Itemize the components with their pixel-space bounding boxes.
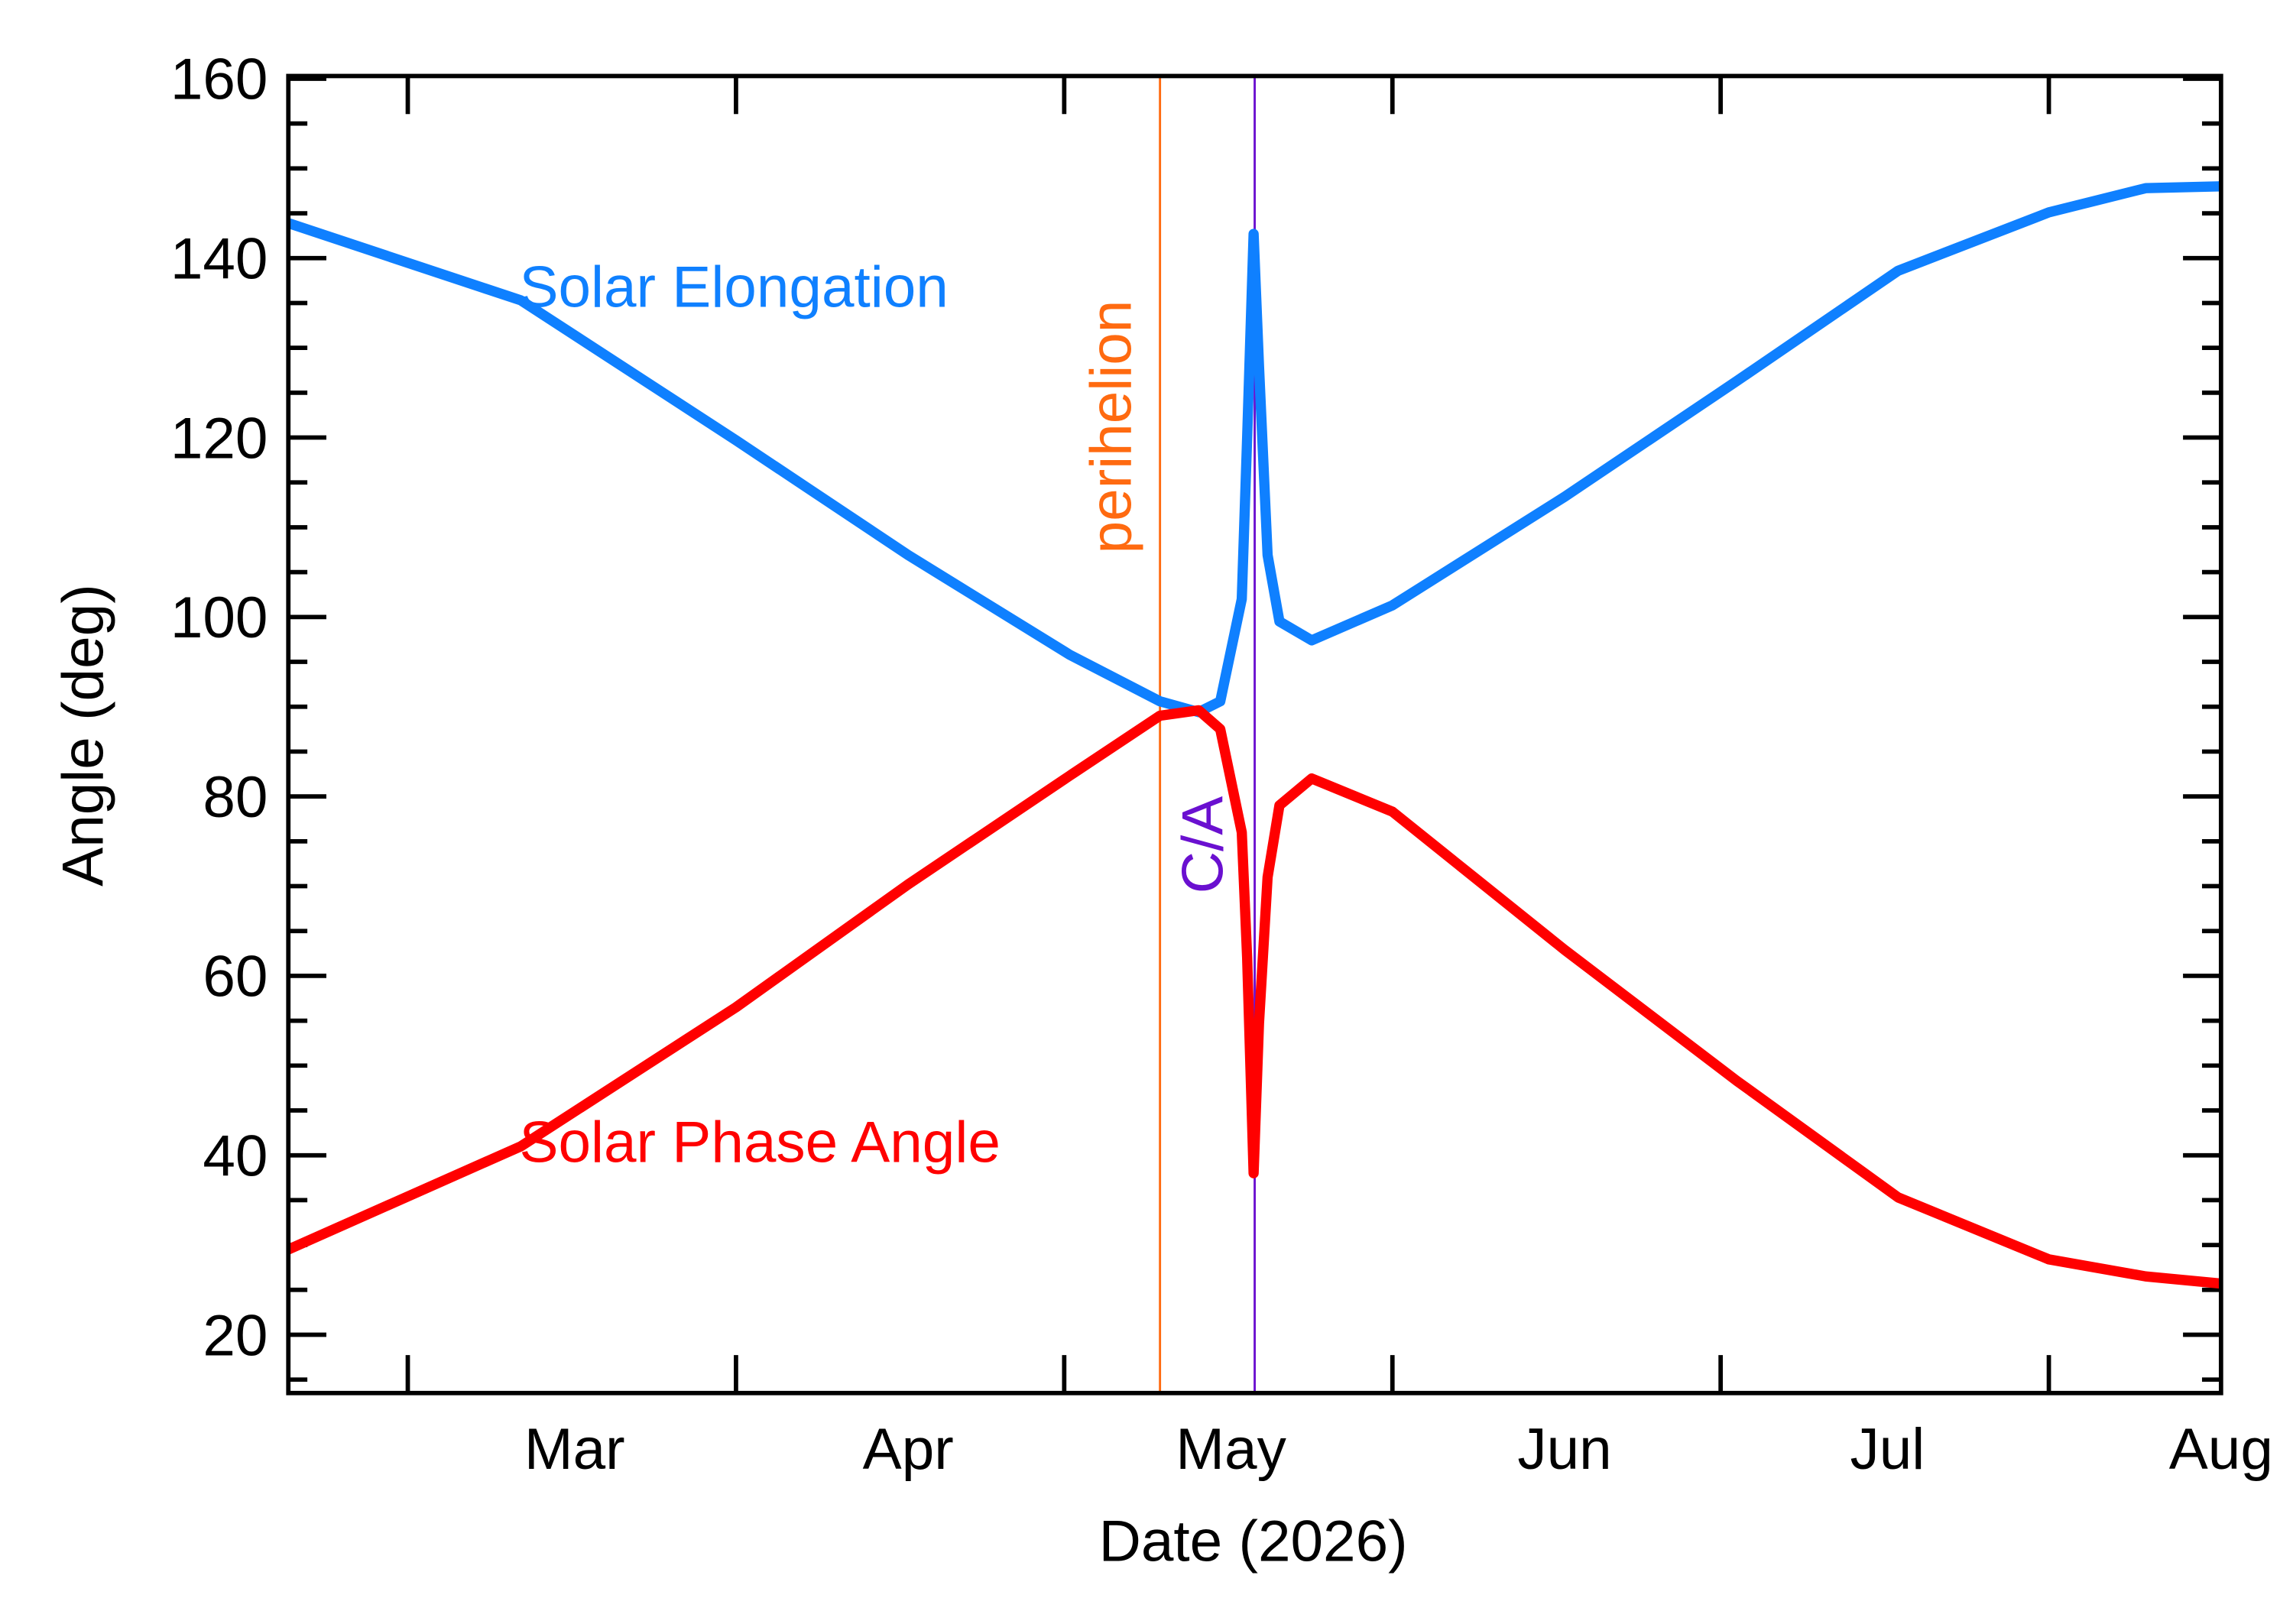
series-label: Solar Elongation: [519, 255, 948, 320]
annotation-label: C/A: [1170, 796, 1235, 894]
x-tick-label: Apr: [863, 1417, 954, 1482]
plot-frame: [286, 73, 2223, 1395]
x-tick-label: Jul: [1850, 1417, 1925, 1482]
y-tick-label: 100: [170, 585, 268, 650]
series-line: [286, 705, 2222, 1289]
y-tick-label: 120: [170, 406, 268, 471]
y-tick-label: 140: [170, 227, 268, 292]
y-tick-label: 40: [203, 1123, 268, 1188]
x-tick-label: Mar: [524, 1417, 625, 1482]
y-tick-label: 160: [170, 47, 268, 112]
x-tick-label: Jun: [1517, 1417, 1611, 1482]
x-tick-label: May: [1176, 1417, 1286, 1482]
series-line: [287, 181, 2221, 718]
y-axis-label: Angle (deg): [50, 584, 115, 887]
y-tick-label: 80: [203, 765, 268, 830]
series-label: Solar Phase Angle: [519, 1110, 1000, 1175]
y-tick-label: 60: [203, 945, 268, 1010]
annotation-label: perihelion: [1078, 300, 1143, 554]
y-tick-label: 20: [203, 1303, 268, 1368]
x-tick-label: Aug: [2169, 1417, 2273, 1482]
x-axis-label: Date (2026): [1099, 1509, 1408, 1574]
